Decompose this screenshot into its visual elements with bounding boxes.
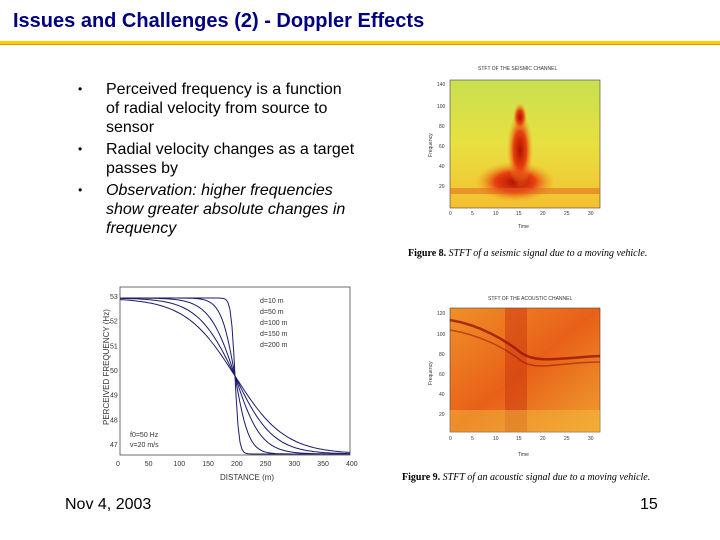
x-tick-label: 5 <box>471 211 474 217</box>
seismic-xlabel: Time <box>518 224 529 230</box>
x-tick-label: 350 <box>317 461 329 468</box>
seismic-spectrogram: STFT OF THE SEISMIC CHANNEL Frequency Ti… <box>428 66 601 230</box>
figure-8-caption: Figure 8. STFT of a seismic signal due t… <box>408 248 647 259</box>
x-tick-label: 150 <box>202 461 214 468</box>
legend-entry: d=200 m <box>260 342 288 349</box>
acoustic-spectrogram: STFT OF THE ACOUSTIC CHANNEL Frequency T… <box>428 296 601 458</box>
y-tick-label: 100 <box>437 104 446 110</box>
footer-date: Nov 4, 2003 <box>65 496 152 513</box>
y-tick-label: 60 <box>439 372 445 378</box>
doppler-xlabel: DISTANCE (m) <box>220 473 274 482</box>
doppler-curve <box>119 299 351 453</box>
figure-9-caption: Figure 9. STFT of an acoustic signal due… <box>402 472 650 483</box>
bullet-item: Radial velocity changes as a target pass… <box>78 140 358 178</box>
figure-9-text: STFT of an acoustic signal due to a movi… <box>442 472 651 483</box>
x-tick-label: 100 <box>174 461 186 468</box>
x-tick-label: 25 <box>564 436 570 442</box>
doppler-curves-plot: PERCEIVED FREQUENCY (Hz) DISTANCE (m) 53… <box>102 286 358 482</box>
y-tick-label: 53 <box>110 294 118 301</box>
legend-entry: d=10 m <box>260 298 284 305</box>
legend-entry: d=50 m <box>260 309 284 316</box>
y-tick-label: 140 <box>437 82 446 88</box>
x-tick-label: 250 <box>260 461 272 468</box>
x-tick-label: 50 <box>145 461 153 468</box>
figure-9-label: Figure 9. <box>402 472 441 483</box>
seismic-ylabel: Frequency <box>428 133 434 157</box>
y-tick-label: 120 <box>437 311 446 317</box>
page-number: 15 <box>640 496 658 513</box>
x-tick-label: 300 <box>289 461 301 468</box>
x-tick-label: 0 <box>449 436 452 442</box>
legend-entry: d=100 m <box>260 320 288 327</box>
title-divider <box>0 41 720 45</box>
x-tick-label: 5 <box>471 436 474 442</box>
acoustic-ylabel: Frequency <box>428 361 434 385</box>
y-tick-label: 20 <box>439 412 445 418</box>
x-tick-label: 400 <box>346 461 358 468</box>
figure-8-text: STFT of a seismic signal due to a moving… <box>448 248 648 259</box>
y-tick-label: 60 <box>439 144 445 150</box>
y-tick-label: 47 <box>110 442 118 449</box>
acoustic-title: STFT OF THE ACOUSTIC CHANNEL <box>488 296 572 302</box>
y-tick-label: 80 <box>439 352 445 358</box>
seismic-title: STFT OF THE SEISMIC CHANNEL <box>478 66 557 72</box>
x-tick-label: 200 <box>231 461 243 468</box>
param-f0: f0=50 Hz <box>130 432 159 439</box>
y-tick-label: 40 <box>439 164 445 170</box>
seismic-spectrogram-figure: STFT OF THE SEISMIC CHANNEL Frequency Ti… <box>420 62 610 230</box>
x-tick-label: 10 <box>493 436 499 442</box>
y-tick-label: 20 <box>439 184 445 190</box>
slide-title: Issues and Challenges (2) - Doppler Effe… <box>13 10 425 32</box>
y-tick-label: 80 <box>439 124 445 130</box>
acoustic-spectrogram-figure: STFT OF THE ACOUSTIC CHANNEL Frequency T… <box>420 290 610 458</box>
y-tick-label: 52 <box>110 319 118 326</box>
legend-entry: d=150 m <box>260 331 288 338</box>
y-tick-label: 40 <box>439 392 445 398</box>
x-tick-label: 30 <box>588 436 594 442</box>
bullet-item: Perceived frequency is a function of rad… <box>78 80 358 137</box>
x-tick-label: 0 <box>449 211 452 217</box>
doppler-ylabel: PERCEIVED FREQUENCY (Hz) <box>102 309 111 425</box>
y-tick-label: 50 <box>110 368 118 375</box>
bullet-list: Perceived frequency is a function of rad… <box>78 80 358 241</box>
x-tick-label: 0 <box>116 461 120 468</box>
y-tick-label: 100 <box>437 332 446 338</box>
y-tick-label: 48 <box>110 417 118 424</box>
x-tick-label: 15 <box>516 211 522 217</box>
param-v: v=20 m/s <box>130 442 159 449</box>
x-tick-label: 10 <box>493 211 499 217</box>
acoustic-xlabel: Time <box>518 452 529 458</box>
x-tick-label: 20 <box>540 436 546 442</box>
y-tick-label: 49 <box>110 393 118 400</box>
figure-8-label: Figure 8. <box>408 248 447 259</box>
doppler-curves-figure: PERCEIVED FREQUENCY (Hz) DISTANCE (m) 53… <box>100 275 365 485</box>
x-tick-label: 30 <box>588 211 594 217</box>
x-tick-label: 25 <box>564 211 570 217</box>
y-tick-label: 51 <box>110 343 118 350</box>
bullet-item: Observation: higher frequencies show gre… <box>78 181 358 238</box>
x-tick-label: 15 <box>516 436 522 442</box>
x-tick-label: 20 <box>540 211 546 217</box>
